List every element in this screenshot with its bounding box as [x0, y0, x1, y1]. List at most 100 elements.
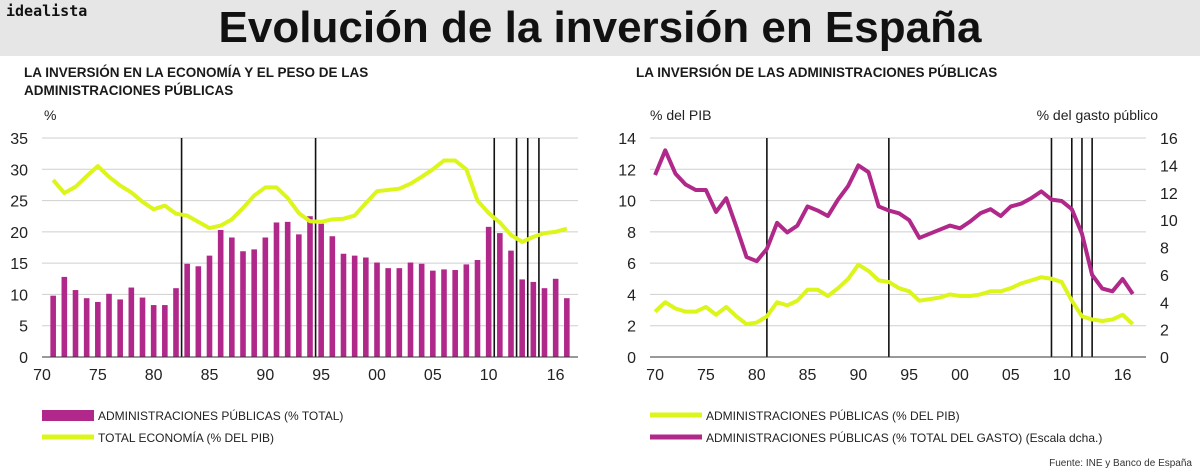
chart1-bar	[128, 287, 135, 357]
chart1-line-total-economia	[51, 158, 568, 244]
chart2-legend-label-pib: ADMINISTRACIONES PÚBLICAS (% DEL PIB)	[706, 408, 960, 423]
chart2-ytick-label-left: 12	[618, 162, 636, 179]
chart1-bar	[441, 269, 447, 357]
chart2-ytick-label-left: 4	[627, 287, 636, 304]
chart1-bar	[61, 276, 68, 357]
chart2-ytick-label-left: 6	[627, 256, 636, 273]
chart1-xtick-label: 75	[89, 367, 107, 384]
chart1-legend-swatch-bar	[42, 410, 94, 421]
chart2-legend-label-gasto: ADMINISTRACIONES PÚBLICAS (% TOTAL DEL G…	[706, 430, 1102, 445]
chart1-title-line-2: ADMINISTRACIONES PÚBLICAS	[24, 83, 234, 98]
chart2-ytick-label-left: 14	[618, 131, 636, 148]
chart2-line-gasto	[653, 148, 1135, 296]
chart1-bar	[351, 255, 358, 357]
chart2-ytick-label-left: 10	[618, 194, 636, 211]
header-bar: idealista Evolución de la inversión en E…	[0, 0, 1200, 56]
chart1-bar	[273, 222, 280, 357]
chart1-bar	[396, 268, 403, 357]
chart1-ytick-label: 15	[10, 256, 28, 273]
chart1-bar	[117, 299, 123, 357]
chart2-xtick-label: 85	[799, 367, 817, 384]
chart1-bar	[497, 233, 503, 357]
chart1-xtick-label: 16	[547, 367, 565, 384]
chart1-bar	[374, 262, 380, 357]
chart1-bar	[552, 278, 559, 357]
chart1-bar	[195, 266, 202, 357]
chart1-ytick-label: 0	[19, 350, 28, 367]
chart1-title-line-1: LA INVERSIÓN EN LA ECONOMÍA Y EL PESO DE…	[24, 65, 369, 80]
chart2-xtick-label: 00	[951, 367, 969, 384]
chart1-ytick-label: 25	[10, 194, 28, 211]
chart1-title: LA INVERSIÓN EN LA ECONOMÍA Y EL PESO DE…	[24, 64, 368, 100]
chart1-xtick-label: 05	[424, 367, 442, 384]
chart2-xtick-label: 70	[646, 367, 664, 384]
chart1-xtick-label: 95	[312, 367, 330, 384]
chart2-ytick-label-right: 14	[1160, 158, 1178, 175]
chart1-xtick-label: 10	[480, 367, 498, 384]
chart1-bar	[72, 290, 79, 357]
chart1-bar	[284, 221, 291, 357]
chart2-xtick-label: 75	[697, 367, 715, 384]
chart1-bar	[296, 234, 302, 357]
chart2-ytick-label-right: 16	[1160, 131, 1178, 148]
chart2-ylabel-left: % del PIB	[650, 107, 711, 123]
chart1-bar	[229, 237, 235, 357]
chart1-ytick-label: 20	[10, 225, 28, 242]
chart1-bar	[385, 268, 391, 357]
chart1-bar	[541, 288, 548, 357]
chart1-legend-label-line: TOTAL ECONOMÍA (% DEL PIB)	[98, 430, 274, 445]
chart1-bar	[50, 295, 56, 357]
chart2-ytick-label-right: 4	[1160, 295, 1169, 312]
chart1-bar	[340, 253, 347, 357]
chart1-bar	[162, 305, 168, 357]
chart1-bar	[474, 260, 481, 357]
chart1-bar	[564, 298, 570, 357]
chart1-legend-label-bar: ADMINISTRACIONES PÚBLICAS (% TOTAL)	[98, 408, 343, 423]
chart2-ytick-label-right: 10	[1160, 213, 1178, 230]
chart1-bar	[262, 237, 269, 357]
chart1-bar	[407, 262, 414, 357]
chart2-xtick-label: 10	[1053, 367, 1071, 384]
chart1-bar	[508, 250, 514, 357]
chart1-bar	[430, 270, 436, 357]
source-note: Fuente: INE y Banco de España	[1049, 458, 1192, 469]
chart2-ytick-label-right: 2	[1160, 323, 1169, 340]
chart1-xtick-label: 85	[201, 367, 219, 384]
chart1-bar	[318, 223, 324, 357]
chart2-title-line-1: LA INVERSIÓN DE LAS ADMINISTRACIONES PÚB…	[636, 65, 998, 80]
chart1-xtick-label: 90	[256, 367, 274, 384]
chart1-bar	[240, 251, 246, 357]
chart2-ylabel-right: % del gasto público	[1037, 107, 1159, 123]
chart2-xtick-label: 16	[1114, 367, 1132, 384]
chart2-xtick-label: 80	[748, 367, 766, 384]
chart1-bar	[95, 301, 101, 357]
page-title: Evolución de la inversión en España	[218, 3, 982, 52]
chart2-title: LA INVERSIÓN DE LAS ADMINISTRACIONES PÚB…	[636, 64, 997, 82]
chart1-ylabel: %	[44, 107, 56, 123]
chart1-ytick-label: 30	[10, 162, 28, 179]
chart1-bar	[519, 279, 525, 357]
chart1-bar	[251, 249, 257, 357]
chart2-ytick-label-right: 6	[1160, 268, 1169, 285]
chart2-ytick-label-right: 8	[1160, 241, 1169, 258]
chart1-bar	[106, 293, 112, 357]
chart1-bar	[418, 263, 425, 357]
chart1-bar	[363, 257, 369, 357]
chart1-bar	[184, 263, 190, 357]
chart1-ytick-label: 35	[10, 131, 28, 148]
chart2-ytick-label-right: 0	[1160, 350, 1169, 367]
chart1-xtick-label: 80	[145, 367, 163, 384]
chart1-bar	[329, 236, 336, 357]
chart1-bar	[139, 297, 146, 357]
chart1-xtick-label: 00	[368, 367, 386, 384]
chart2-ytick-label-left: 0	[627, 350, 636, 367]
chart2-line-pib	[653, 262, 1135, 327]
chart1-bar	[530, 281, 537, 357]
chart2-xtick-label: 05	[1002, 367, 1020, 384]
chart1-bar	[150, 305, 157, 357]
chart2-xtick-label: 90	[849, 367, 867, 384]
chart1-bar	[452, 270, 458, 357]
chart1-bar	[206, 255, 213, 357]
brand-logo: idealista	[6, 2, 88, 20]
